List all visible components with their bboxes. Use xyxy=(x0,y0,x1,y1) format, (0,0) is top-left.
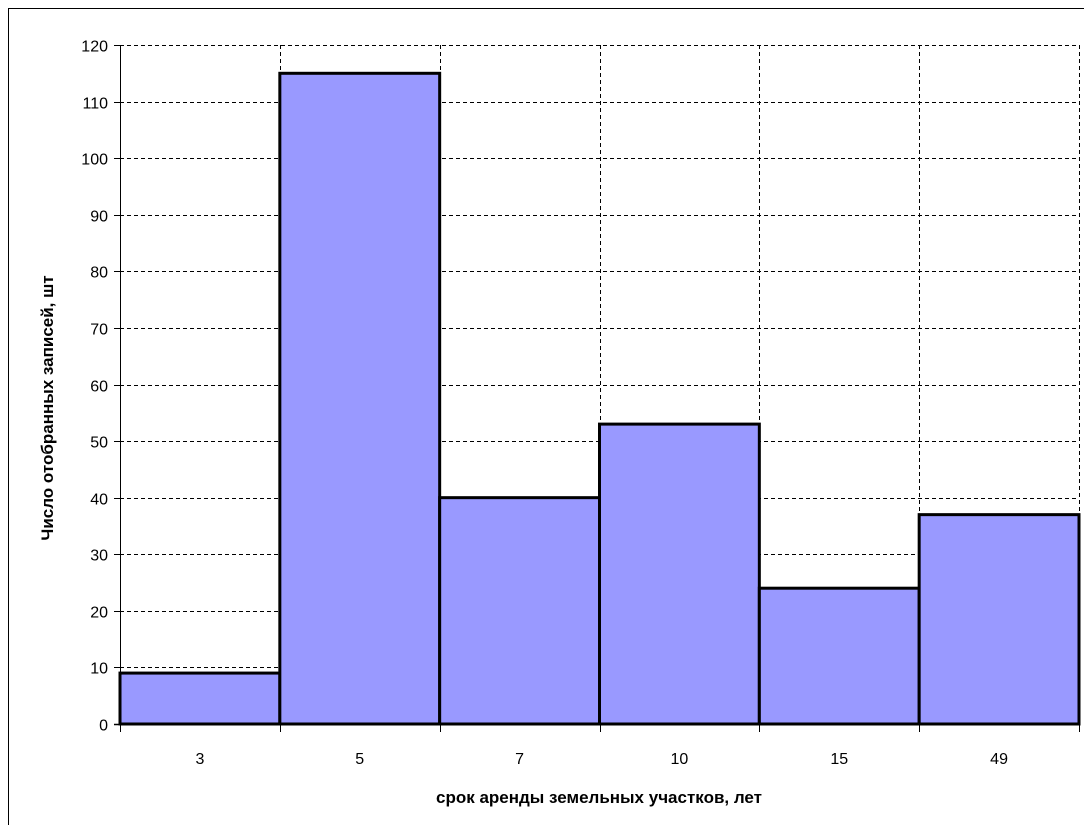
y-tick-label: 90 xyxy=(90,209,108,226)
y-tick-label: 0 xyxy=(99,718,108,735)
y-tick-label: 70 xyxy=(90,322,108,339)
y-tick-labels: 0 10 20 30 40 50 60 70 80 90 100 110 120 xyxy=(81,39,108,735)
y-tick-label: 10 xyxy=(90,661,108,678)
x-tick-label: 10 xyxy=(671,751,689,768)
y-tick-label: 20 xyxy=(90,605,108,622)
y-tick-label: 100 xyxy=(81,152,108,169)
bar-3 xyxy=(118,671,282,726)
x-tick-label: 7 xyxy=(515,751,524,768)
y-tick-label: 120 xyxy=(81,39,108,56)
y-tick-label: 110 xyxy=(82,96,108,113)
x-axis-title: срок аренды земельных участков, лет xyxy=(436,788,762,807)
y-tick-label: 80 xyxy=(90,265,108,282)
axes xyxy=(114,45,1080,732)
x-tick-labels: 3 5 7 10 15 49 xyxy=(195,751,1008,768)
x-tick-label: 5 xyxy=(355,751,364,768)
x-tick-label: 15 xyxy=(830,751,848,768)
bar-5 xyxy=(278,71,442,726)
y-axis-title: Число отобранных записей, шт xyxy=(38,275,57,540)
y-tick-label: 40 xyxy=(90,492,108,509)
y-tick-label: 60 xyxy=(90,379,108,396)
x-tick-label: 49 xyxy=(990,751,1008,768)
bar-49 xyxy=(917,513,1081,726)
y-tick-label: 50 xyxy=(90,435,108,452)
x-tick-label: 3 xyxy=(195,751,204,768)
bar-15 xyxy=(757,586,921,726)
y-tick-label: 30 xyxy=(90,548,108,565)
bars xyxy=(118,71,1081,726)
bar-10 xyxy=(598,422,761,726)
bar-7 xyxy=(438,496,601,726)
